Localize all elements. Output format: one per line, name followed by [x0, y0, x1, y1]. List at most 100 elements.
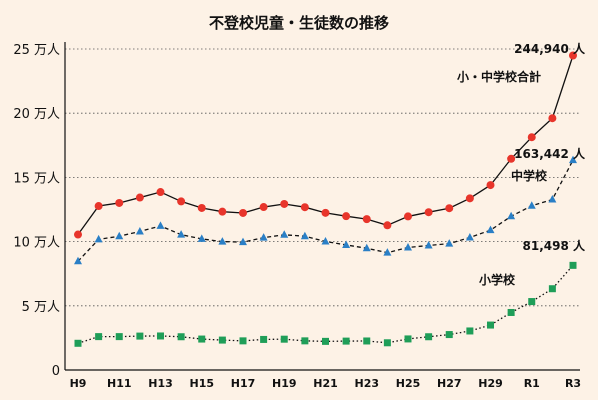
legend-label-total: 小・中学校合計: [457, 69, 541, 84]
data-point: [342, 212, 351, 221]
data-point: [569, 155, 577, 164]
data-point: [259, 203, 268, 212]
annotation-elementary: 81,498 人: [523, 238, 586, 253]
x-tick-label: H21: [313, 377, 338, 390]
x-tick-label: H9: [70, 377, 87, 390]
data-point: [527, 133, 536, 142]
data-point: [445, 331, 453, 339]
x-tick-label: R1: [524, 377, 540, 390]
series-lines: [77, 55, 574, 344]
series-markers: [74, 51, 577, 347]
data-point: [218, 237, 227, 245]
data-point: [404, 212, 412, 221]
data-point: [445, 204, 454, 213]
gridlines: [64, 42, 580, 371]
data-point: [322, 337, 329, 345]
data-point: [486, 181, 495, 190]
data-point: [507, 154, 516, 163]
x-tick-label: H19: [272, 377, 297, 390]
data-point: [528, 298, 536, 306]
data-point: [404, 335, 412, 343]
data-point: [507, 308, 515, 316]
data-point: [569, 51, 577, 60]
y-tick-label: 20 万人: [13, 107, 60, 122]
data-point: [465, 194, 474, 203]
data-point: [94, 234, 103, 243]
data-point: [136, 332, 144, 340]
x-tick-label: H15: [189, 377, 214, 390]
x-tick-label: H27: [437, 377, 462, 390]
data-point: [445, 239, 454, 247]
data-point: [404, 243, 412, 251]
legend-label-elementary: 小学校: [479, 272, 516, 287]
data-point: [300, 231, 309, 240]
data-point: [239, 208, 247, 217]
data-point: [548, 194, 557, 203]
data-point: [177, 230, 186, 238]
y-tick-label: 5 万人: [22, 300, 60, 315]
data-point: [280, 335, 288, 343]
y-tick-label: 25 万人: [13, 43, 60, 58]
data-point: [301, 337, 309, 345]
data-point: [507, 211, 516, 220]
data-point: [383, 248, 392, 256]
data-point: [218, 207, 227, 216]
data-point: [425, 333, 433, 341]
x-tick-label: H29: [478, 377, 503, 390]
x-tick-label: H25: [396, 377, 421, 390]
data-point: [239, 237, 247, 246]
data-point: [548, 114, 557, 123]
data-point: [569, 261, 577, 269]
data-point: [486, 225, 495, 234]
data-point: [342, 240, 351, 248]
data-point: [74, 339, 82, 347]
data-point: [74, 230, 82, 239]
data-point: [363, 337, 371, 345]
data-point: [260, 335, 268, 343]
data-point: [135, 193, 144, 202]
x-tick-label: H11: [107, 377, 132, 390]
legend-label-junior-high: 中学校: [511, 168, 548, 183]
data-point: [321, 236, 330, 245]
data-point: [280, 199, 289, 208]
data-point: [300, 203, 309, 212]
data-point: [177, 197, 186, 206]
data-point: [527, 201, 536, 209]
x-tick-label: R3: [565, 377, 581, 390]
data-point: [280, 230, 289, 238]
data-point: [156, 188, 165, 197]
data-point: [115, 333, 123, 341]
x-tick-label: H13: [148, 377, 173, 390]
data-point: [218, 336, 226, 344]
data-point: [156, 221, 165, 229]
y-axis-ticks: 0 5 万人 10 万人 15 万人 20 万人 25 万人: [13, 43, 60, 379]
data-point: [383, 339, 391, 347]
y-tick-label: 0: [52, 364, 60, 379]
data-point: [135, 226, 144, 235]
annotation-junior-high: 163,442 人: [514, 146, 586, 161]
data-point: [239, 337, 247, 345]
data-point: [115, 198, 124, 207]
data-point: [342, 337, 350, 345]
data-point: [157, 332, 164, 340]
data-point: [424, 240, 433, 249]
annotation-total: 244,940 人: [514, 41, 586, 56]
data-point: [74, 256, 82, 265]
x-axis-ticks: H9 H11 H13 H15 H17 H19 H21 H23 H25 H27 H29 R1 R3: [70, 377, 582, 390]
data-point: [321, 208, 330, 217]
data-point: [115, 231, 124, 240]
x-tick-label: H17: [231, 377, 256, 390]
data-point: [198, 335, 206, 343]
data-point: [466, 327, 474, 335]
data-point: [465, 232, 474, 241]
data-point: [197, 203, 206, 212]
data-point: [197, 234, 206, 242]
data-point: [424, 208, 433, 217]
data-point: [177, 333, 185, 341]
data-point: [383, 221, 392, 230]
chart-title: 不登校児童・生徒数の推移: [209, 14, 389, 32]
data-point: [94, 202, 103, 211]
data-point: [487, 321, 494, 329]
